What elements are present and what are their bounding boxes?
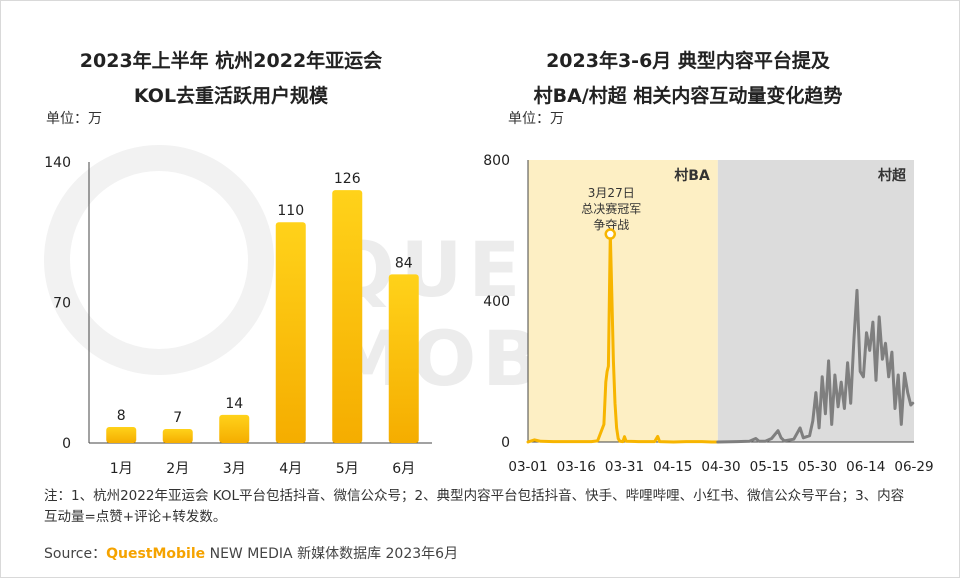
x-date-label: 03-31 [605,459,644,475]
left-chart-title-line2: KOL去重活跃用户规模 [133,85,329,107]
x-category-label: 1月 [110,461,133,477]
bar [106,426,137,443]
peak-marker [604,228,617,240]
bar-value-label: 110 [277,203,304,219]
bar [332,190,363,443]
x-category-label: 2月 [166,461,189,477]
cunba-line [526,232,720,444]
x-date-label: 03-16 [557,459,596,475]
x-date-label: 04-15 [653,459,692,475]
source-suffix: NEW MEDIA 新媒体数据库 2023年6月 [205,546,459,562]
bar [162,428,193,443]
x-date-label: 06-29 [894,459,933,475]
bar-value-label: 14 [225,396,243,412]
x-date-label: 05-15 [750,459,789,475]
right-y-tick-label: 800 [483,153,510,169]
x-category-label: 6月 [392,461,415,477]
cunba-region-label: 村BA [674,167,710,184]
bar [275,222,306,443]
cunchao-region-label: 村超 [878,167,907,184]
left-bar-chart: 0 70 140 8 1月 7 2月 14 3月 110 4月 126 5月 84 6月 [44,155,432,477]
right-line-chart: 村BA 村超 3月27日 总决赛冠军 争夺战 0 400 800 03-01 03-16… [483,153,933,475]
cunchao-line [716,288,915,444]
x-date-label: 03-01 [508,459,547,475]
bar-value-label: 126 [334,171,361,187]
right-y-tick-label: 400 [483,294,510,310]
bar-value-label: 84 [395,255,413,271]
left-chart-title-line1: 2023年上半年 杭州2022年亚运会 [79,50,383,72]
bar [219,414,250,443]
source-line: Source：QuestMobile NEW MEDIA 新媒体数据库 2023… [44,543,458,563]
x-date-label: 05-30 [798,459,837,475]
right-chart-title-line2: 村BA/村超 相关内容互动量变化趋势 [533,85,843,107]
cunba-region [528,160,718,442]
left-y-tick-label: 140 [44,155,71,171]
x-date-label: 04-30 [701,459,740,475]
annotation-line2: 总决赛冠军 [581,201,641,216]
left-chart-unit: 单位：万 [46,111,102,127]
footnote: 注：1、杭州2022年亚运会 KOL平台包括抖音、微信公众号；2、典型内容平台包… [44,488,905,525]
source-prefix: Source： [44,546,107,562]
right-chart-title-line1: 2023年3-6月 典型内容平台提及 [546,50,830,72]
bar-value-label: 8 [117,408,126,424]
bar [388,274,419,443]
right-y-tick-label: 0 [501,435,510,451]
left-y-tick-label: 0 [62,436,71,452]
bar-value-label: 7 [173,410,182,426]
right-chart-unit: 单位：万 [508,111,564,127]
questmobile-brand: QuestMobile [106,546,206,562]
x-category-label: 4月 [279,461,302,477]
annotation-line1: 3月27日 [588,186,635,200]
x-category-label: 3月 [223,461,246,477]
left-y-tick-label: 70 [53,296,71,312]
x-date-label: 06-14 [846,459,885,475]
x-category-label: 5月 [336,461,359,477]
annotation-line3: 争夺战 [593,218,629,232]
